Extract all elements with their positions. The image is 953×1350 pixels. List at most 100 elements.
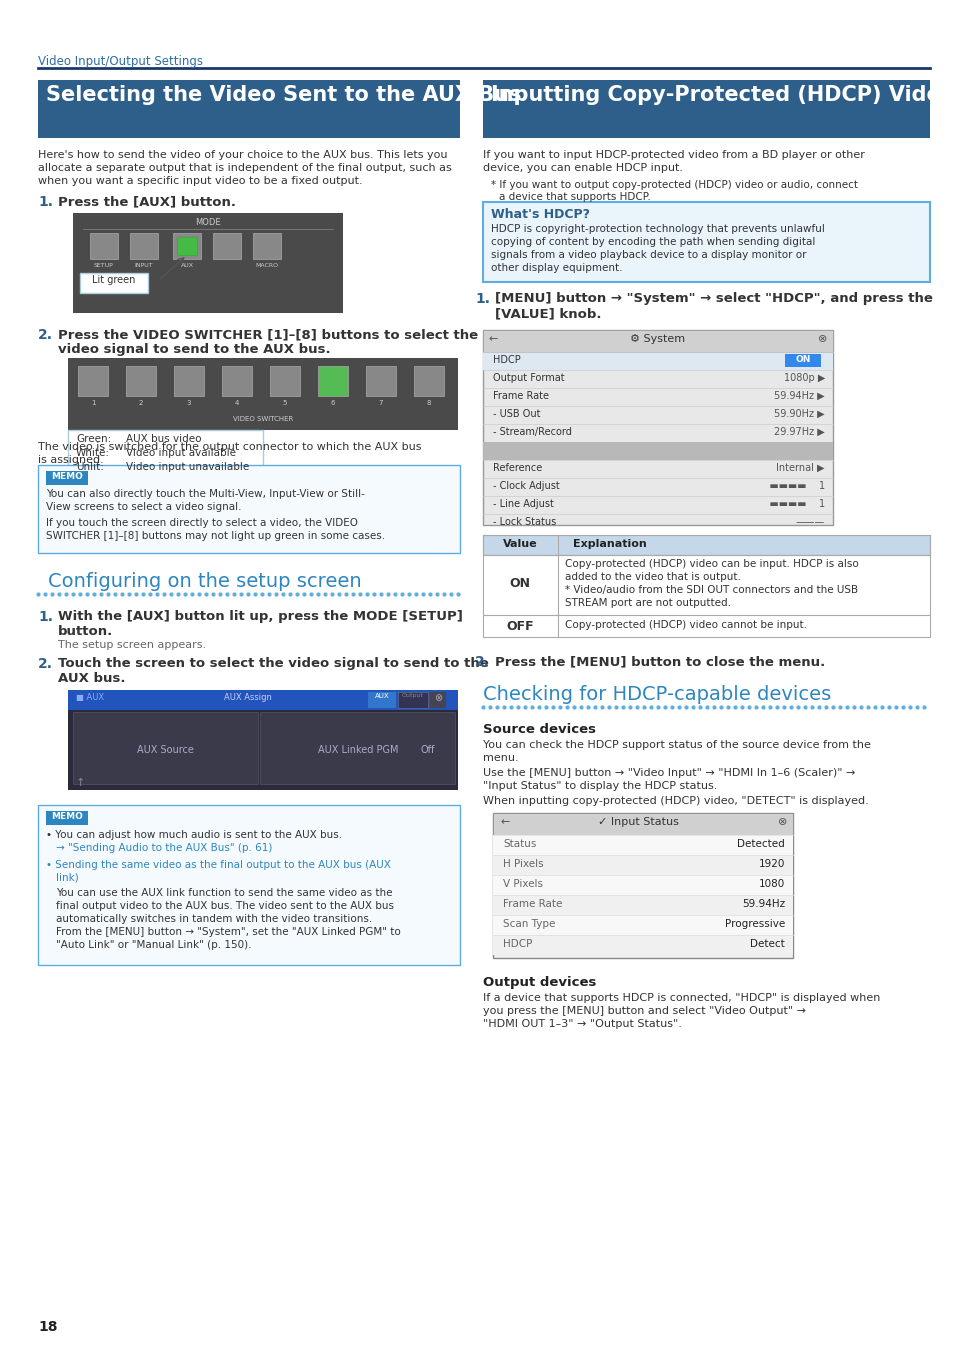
Text: "Input Status" to display the HDCP status.: "Input Status" to display the HDCP statu… xyxy=(482,782,717,791)
Text: Use the [MENU] button → "Video Input" → "HDMI In 1–6 (Scaler)" →: Use the [MENU] button → "Video Input" → … xyxy=(482,768,855,778)
Bar xyxy=(317,366,348,396)
Bar xyxy=(38,464,459,554)
Text: 1920: 1920 xyxy=(758,859,784,869)
Bar xyxy=(482,535,929,555)
Bar xyxy=(260,711,455,784)
Text: HDCP: HDCP xyxy=(502,940,532,949)
Text: AUX: AUX xyxy=(375,693,389,699)
Text: added to the video that is output.: added to the video that is output. xyxy=(564,572,740,582)
Text: other display equipment.: other display equipment. xyxy=(491,263,622,273)
Text: Value: Value xyxy=(502,539,537,549)
Text: Here's how to send the video of your choice to the AUX bus. This lets you: Here's how to send the video of your cho… xyxy=(38,150,447,161)
Text: VIDEO SWITCHER: VIDEO SWITCHER xyxy=(233,416,293,423)
Bar xyxy=(493,855,792,875)
Text: ←: ← xyxy=(500,817,510,828)
Bar xyxy=(482,329,832,525)
Text: 6: 6 xyxy=(331,400,335,406)
Text: 18: 18 xyxy=(38,1320,57,1334)
Text: STREAM port are not outputted.: STREAM port are not outputted. xyxy=(564,598,730,608)
Text: Source devices: Source devices xyxy=(482,724,596,736)
Text: Status: Status xyxy=(502,838,536,849)
Text: ⊗: ⊗ xyxy=(818,333,827,344)
Text: Configuring on the setup screen: Configuring on the setup screen xyxy=(48,572,361,591)
Bar xyxy=(493,895,792,915)
Text: ⊗: ⊗ xyxy=(778,817,787,828)
Text: ON: ON xyxy=(509,576,530,590)
Text: - Clock Adjust: - Clock Adjust xyxy=(493,481,559,491)
Text: Green:: Green: xyxy=(76,433,112,444)
Text: ←: ← xyxy=(489,333,497,344)
Text: → "Sending Audio to the AUX Bus" (p. 61): → "Sending Audio to the AUX Bus" (p. 61) xyxy=(56,842,273,853)
Text: If a device that supports HDCP is connected, "HDCP" is displayed when: If a device that supports HDCP is connec… xyxy=(482,994,880,1003)
Text: The setup screen appears.: The setup screen appears. xyxy=(58,640,206,649)
Text: You can also directly touch the Multi-View, Input-View or Still-: You can also directly touch the Multi-Vi… xyxy=(46,489,364,500)
Bar xyxy=(430,693,446,707)
Text: Checking for HDCP-capable devices: Checking for HDCP-capable devices xyxy=(482,684,830,703)
Bar xyxy=(126,366,156,396)
Text: Explanation: Explanation xyxy=(573,539,646,549)
Text: 4: 4 xyxy=(234,400,239,406)
Text: Inputting Copy-Protected (HDCP) Video: Inputting Copy-Protected (HDCP) Video xyxy=(491,85,953,105)
Bar xyxy=(493,813,792,958)
Text: [VALUE] knob.: [VALUE] knob. xyxy=(495,306,601,320)
Text: you press the [MENU] button and select "Video Output" →: you press the [MENU] button and select "… xyxy=(482,1006,805,1017)
Text: link): link) xyxy=(56,873,79,883)
Text: automatically switches in tandem with the video transitions.: automatically switches in tandem with th… xyxy=(56,914,372,923)
Text: a device that supports HDCP.: a device that supports HDCP. xyxy=(498,192,650,202)
Text: 7: 7 xyxy=(378,400,383,406)
Bar xyxy=(68,358,457,431)
Text: Off: Off xyxy=(420,745,435,755)
Bar xyxy=(482,352,832,370)
Bar xyxy=(177,238,196,255)
Text: Detect: Detect xyxy=(749,940,784,949)
Text: If you touch the screen directly to select a video, the VIDEO: If you touch the screen directly to sele… xyxy=(46,518,357,528)
Bar xyxy=(482,616,929,637)
Bar xyxy=(482,80,929,138)
Text: AUX: AUX xyxy=(180,263,193,269)
Text: Detected: Detected xyxy=(737,838,784,849)
Text: 1: 1 xyxy=(91,400,95,406)
Text: Output devices: Output devices xyxy=(482,976,596,990)
Bar xyxy=(213,234,241,259)
Text: Press the VIDEO SWITCHER [1]–[8] buttons to select the: Press the VIDEO SWITCHER [1]–[8] buttons… xyxy=(58,328,477,342)
Text: What's HDCP?: What's HDCP? xyxy=(491,208,589,221)
Bar xyxy=(46,811,88,825)
Bar xyxy=(253,234,281,259)
Text: 2.: 2. xyxy=(475,655,490,670)
Text: Progressive: Progressive xyxy=(724,919,784,929)
Text: AUX Assign: AUX Assign xyxy=(224,693,272,702)
Bar xyxy=(493,915,792,936)
Text: "HDMI OUT 1–3" → "Output Status".: "HDMI OUT 1–3" → "Output Status". xyxy=(482,1019,681,1029)
Bar xyxy=(173,366,204,396)
Bar xyxy=(80,273,148,293)
Text: 2: 2 xyxy=(139,400,143,406)
Bar xyxy=(68,431,263,482)
Text: The video is switched for the output connector to which the AUX bus: The video is switched for the output con… xyxy=(38,441,421,452)
Text: ↑: ↑ xyxy=(76,778,85,788)
Text: MEMO: MEMO xyxy=(51,472,83,481)
Text: * Video/audio from the SDI OUT connectors and the USB: * Video/audio from the SDI OUT connector… xyxy=(564,585,858,595)
Bar xyxy=(172,234,201,259)
Text: 1080: 1080 xyxy=(758,879,784,890)
Text: ▬▬▬▬    1: ▬▬▬▬ 1 xyxy=(756,500,824,509)
Text: AUX Linked PGM: AUX Linked PGM xyxy=(317,745,397,755)
Text: - Stream/Record: - Stream/Record xyxy=(493,427,571,437)
Text: ⊗: ⊗ xyxy=(434,693,441,703)
Bar xyxy=(482,555,929,616)
Text: device, you can enable HDCP input.: device, you can enable HDCP input. xyxy=(482,163,682,173)
Bar xyxy=(414,366,443,396)
Text: White:: White: xyxy=(76,448,110,458)
Text: 2.: 2. xyxy=(38,657,53,671)
Text: when you want a specific input video to be a fixed output.: when you want a specific input video to … xyxy=(38,176,362,186)
Text: MACRO: MACRO xyxy=(255,263,278,269)
Bar xyxy=(68,690,457,710)
Text: HDCP: HDCP xyxy=(493,355,520,364)
Text: You can use the AUX link function to send the same video as the: You can use the AUX link function to sen… xyxy=(56,888,392,898)
Text: signals from a video playback device to a display monitor or: signals from a video playback device to … xyxy=(491,250,805,261)
Text: Selecting the Video Sent to the AUX Bus: Selecting the Video Sent to the AUX Bus xyxy=(46,85,521,105)
Text: menu.: menu. xyxy=(482,753,518,763)
Text: With the [AUX] button lit up, press the MODE [SETUP]: With the [AUX] button lit up, press the … xyxy=(58,610,462,622)
Bar xyxy=(222,366,252,396)
Text: Output: Output xyxy=(401,693,423,698)
Bar xyxy=(73,711,257,784)
